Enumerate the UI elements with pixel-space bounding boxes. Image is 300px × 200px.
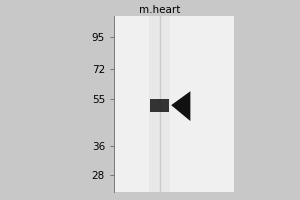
Bar [150, 99, 169, 112]
Polygon shape [171, 91, 190, 121]
Bar [149, 16, 170, 192]
Text: m.heart: m.heart [139, 5, 180, 15]
